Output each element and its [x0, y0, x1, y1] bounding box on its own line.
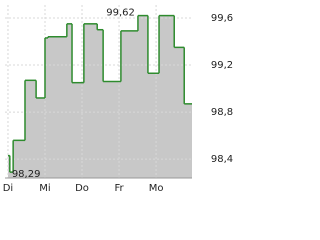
area [7, 15, 193, 178]
x-tick-label: Fr [114, 183, 124, 194]
y-tick-label: 99,2 [211, 60, 233, 71]
y-tick-label: 98,4 [211, 154, 233, 165]
x-tick-label: Do [75, 183, 89, 194]
x-tick-label: Mi [39, 183, 50, 194]
y-tick-label: 98,8 [211, 107, 233, 118]
y-tick-label: 99,6 [211, 13, 233, 24]
annotation: 99,62 [106, 8, 135, 19]
x-tick-label: Mo [149, 183, 164, 194]
chart: 98,4 98,8 99,2 99,6 Di Mi Do Fr Mo 99,62 98,29 [3, 5, 233, 194]
annotation: 98,29 [12, 169, 41, 180]
x-tick-label: Di [3, 183, 13, 194]
